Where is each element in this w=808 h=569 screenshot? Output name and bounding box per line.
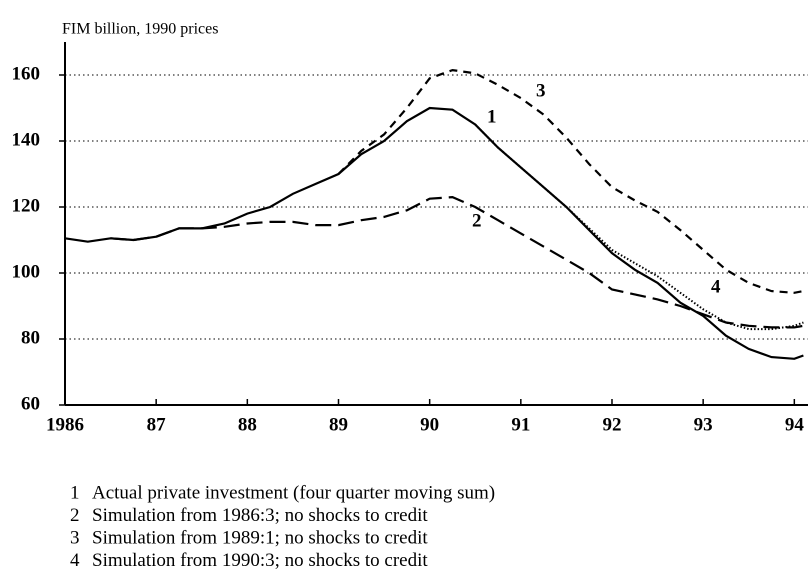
legend-label: Simulation from 1990:3; no shocks to cre… [92, 550, 428, 569]
series-line [110, 195, 804, 329]
legend-label: Simulation from 1989:1; no shocks to cre… [92, 527, 428, 548]
legend-label: Actual private investment (four quarter … [92, 482, 495, 503]
y-axis-label: FIM billion, 1990 prices [62, 21, 218, 38]
y-tick-label: 100 [12, 261, 41, 282]
series-line [337, 68, 804, 294]
y-tick-label: 80 [21, 327, 40, 348]
legend-number: 3 [70, 527, 80, 548]
series-label: 2 [472, 210, 482, 231]
y-tick-label: 60 [21, 393, 40, 414]
legend-label: Simulation from 1986:3; no shocks to cre… [92, 505, 428, 526]
x-tick-label: 92 [602, 414, 621, 435]
x-tick-label: 94 [785, 414, 805, 435]
y-tick-label: 140 [12, 129, 41, 150]
y-tick-label: 120 [12, 195, 41, 216]
legend-number: 2 [70, 505, 80, 526]
x-tick-label: 88 [238, 414, 257, 435]
series-label: 1 [487, 106, 497, 127]
x-tick-label: 91 [511, 414, 530, 435]
x-tick-label: 89 [329, 414, 348, 435]
y-tick-label: 160 [12, 63, 41, 84]
series-line [64, 106, 804, 360]
x-tick-label: 1986 [46, 414, 84, 435]
series-label: 3 [536, 80, 546, 101]
series-line [474, 123, 804, 331]
legend-number: 1 [70, 482, 80, 503]
x-tick-label: 93 [694, 414, 713, 435]
series-label: 4 [711, 276, 721, 297]
legend-number: 4 [70, 550, 80, 569]
x-tick-label: 90 [420, 414, 439, 435]
x-tick-label: 87 [147, 414, 167, 435]
